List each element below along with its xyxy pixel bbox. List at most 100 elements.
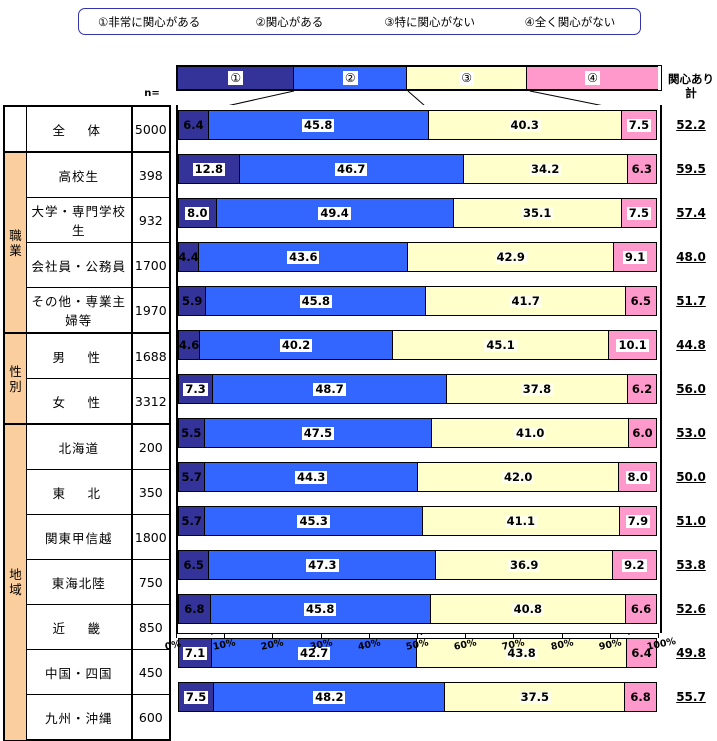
bar-value-label: 6.6 [629, 603, 653, 616]
row-label: 会社員・公務員 [26, 243, 131, 288]
row-label: 北海道 [26, 424, 131, 470]
bar-segment-1: 4.4 [178, 242, 199, 272]
bar-segment-1: 5.5 [178, 418, 205, 448]
bar-segment-3: 41.1 [422, 506, 620, 536]
axis-tick-label: 20% [260, 637, 285, 652]
bar-value-label: 5.7 [180, 515, 204, 528]
axis-tick [417, 633, 418, 638]
group-label-3: 地域 [4, 424, 26, 740]
bar-segment-1: 7.5 [178, 682, 214, 712]
bar-value-label: 5.7 [180, 471, 204, 484]
bar-value-label: 45.8 [302, 119, 334, 132]
bar-value-label: 6.5 [181, 559, 205, 572]
bar-segment-3: 41.0 [431, 418, 629, 448]
row-label: 東海北陸 [26, 560, 131, 605]
axis-tick [369, 633, 370, 638]
bar-value-label: 7.5 [627, 119, 651, 132]
bar-value-label: 36.9 [508, 559, 540, 572]
bar-value-label: 12.8 [193, 163, 225, 176]
total-value: 57.4 [666, 206, 716, 220]
bar-segment-1: 5.7 [178, 462, 205, 492]
bar-segment-4: 7.5 [621, 198, 657, 228]
axis-tick [272, 633, 273, 638]
row-label: 東 北 [26, 470, 131, 515]
bar-segment-3: 42.9 [407, 242, 614, 272]
axis-tick [658, 633, 659, 638]
bar-segment-2: 40.2 [199, 330, 393, 360]
bar-segment-2: 47.3 [208, 550, 436, 580]
row-count: 1970 [132, 288, 170, 334]
bar-value-label: 6.4 [181, 119, 205, 132]
group-label-0 [4, 106, 26, 152]
row-label: 全 体 [26, 106, 131, 152]
strip-segment-2: ② [293, 66, 406, 90]
bar-value-label: 5.5 [179, 427, 203, 440]
bar-value-label: 7.5 [184, 691, 208, 704]
total-header-line1: 関心あり [666, 72, 716, 86]
bar-value-label: 47.5 [302, 427, 334, 440]
group-label-1: 職業 [4, 152, 26, 333]
row-label: 大学・専門学校生 [26, 198, 131, 243]
row-count: 1700 [132, 243, 170, 288]
bar-row: 6.5 47.3 36.9 9.2 [178, 550, 660, 580]
row-label: 中国・四国 [26, 650, 131, 695]
strip-segment-4: ④ [526, 66, 658, 90]
total-value: 55.7 [666, 690, 716, 704]
bar-value-label: 5.9 [180, 295, 204, 308]
row-count: 932 [132, 198, 170, 243]
bar-value-label: 35.1 [521, 207, 553, 220]
strip-marker-2: ② [343, 71, 358, 85]
axis-tick [610, 633, 611, 638]
bar-value-label: 46.7 [335, 163, 367, 176]
bar-value-label: 43.6 [287, 251, 319, 264]
bar-segment-3: 34.2 [463, 154, 628, 184]
bar-segment-4: 6.8 [624, 682, 657, 712]
bar-segment-2: 46.7 [239, 154, 464, 184]
bar-segment-3: 37.5 [444, 682, 625, 712]
bar-segment-4: 6.0 [628, 418, 657, 448]
bar-segment-1: 6.4 [178, 110, 209, 140]
total-value: 51.7 [666, 294, 716, 308]
axis-tick-label: 40% [357, 637, 382, 652]
axis-tick-label: 50% [405, 637, 430, 652]
strip-segment-3: ③ [406, 66, 527, 90]
bar-value-label: 9.2 [622, 559, 646, 572]
legend-item-1: ①非常に関心がある [79, 14, 219, 30]
bar-value-label: 6.3 [630, 163, 654, 176]
row-label: 女 性 [26, 379, 131, 425]
row-label: 九州・沖縄 [26, 695, 131, 741]
bar-segment-4: 9.2 [612, 550, 656, 580]
legend-item-4: ④全く関心がない [500, 14, 640, 30]
total-value: 56.0 [666, 382, 716, 396]
bar-segment-4: 7.9 [619, 506, 657, 536]
bar-segment-2: 44.3 [204, 462, 418, 492]
bar-segment-1: 6.5 [178, 550, 209, 580]
bar-segment-2: 45.8 [205, 286, 426, 316]
total-value: 48.0 [666, 250, 716, 264]
row-count: 350 [132, 470, 170, 515]
bar-segment-2: 48.7 [212, 374, 447, 404]
bar-segment-1: 12.8 [178, 154, 240, 184]
bar-segment-4: 6.6 [625, 594, 657, 624]
axis-tick-label: 60% [453, 637, 478, 652]
legend-item-3: ③特に関心がない [360, 14, 500, 30]
total-value: 44.8 [666, 338, 716, 352]
bar-segment-1: 7.3 [178, 374, 213, 404]
total-value: 59.5 [666, 162, 716, 176]
bar-value-label: 10.1 [616, 339, 648, 352]
bar-value-label: 47.3 [306, 559, 338, 572]
axis-tick [224, 633, 225, 638]
row-label: 高校生 [26, 152, 131, 198]
